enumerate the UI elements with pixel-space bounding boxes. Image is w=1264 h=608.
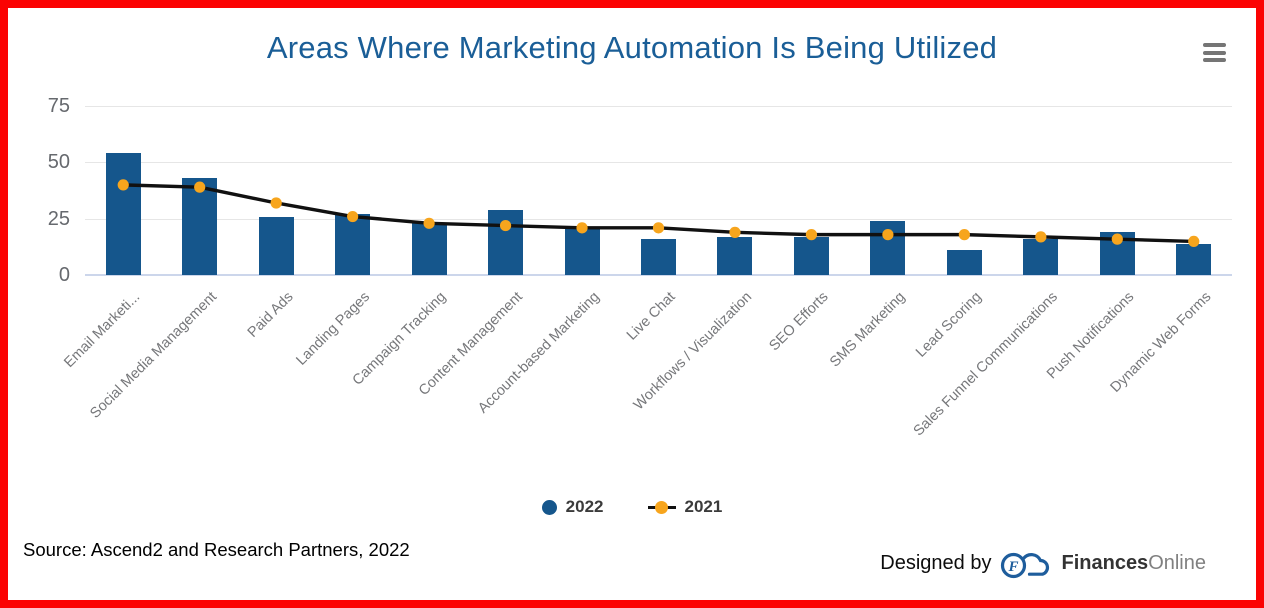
bar-2022[interactable] (641, 239, 676, 276)
legend-swatch-2022 (541, 499, 557, 515)
x-axis-category-label: Landing Pages (293, 289, 373, 369)
x-axis-category-label: Sales Funnel Communications (910, 289, 1062, 440)
y-axis-tick-label: 25 (47, 207, 70, 230)
source-note: Source: Ascend2 and Research Partners, 2… (23, 539, 410, 560)
data-point-2021[interactable] (805, 229, 818, 241)
y-axis-tick-label: 75 (47, 94, 70, 117)
bar-2022[interactable] (946, 250, 982, 276)
data-point-2021[interactable] (1111, 233, 1123, 245)
bar-2022[interactable] (564, 227, 600, 276)
data-point-2021[interactable] (499, 219, 512, 232)
data-point-2021[interactable] (347, 210, 359, 223)
bar-2022[interactable] (488, 209, 524, 276)
bar-2022[interactable] (1023, 239, 1059, 276)
designed-by-credit[interactable]: Designed by F FinancesOnline (880, 546, 1206, 581)
data-point-2021[interactable] (958, 229, 970, 241)
bar-2022[interactable] (105, 153, 141, 276)
y-gridline (85, 105, 1232, 107)
x-axis-category-label: Social Media Management (87, 289, 221, 422)
svg-text:F: F (1008, 559, 1019, 575)
legend: 2022 2021 (8, 497, 1256, 517)
legend-swatch-2021 (647, 500, 676, 515)
legend-item-2022[interactable]: 2022 (541, 497, 604, 517)
x-axis-category-label: Live Chat (624, 289, 679, 344)
brand-name: FinancesOnline (1061, 552, 1206, 574)
legend-label-2021: 2021 (684, 497, 723, 516)
hamburger-menu-icon[interactable] (1203, 43, 1226, 62)
data-point-2021[interactable] (882, 229, 894, 241)
data-point-2021[interactable] (1188, 235, 1200, 247)
y-axis-tick-label: 0 (58, 264, 70, 287)
y-gridline (85, 218, 1232, 220)
bar-2022[interactable] (258, 216, 294, 276)
x-axis-line (85, 274, 1232, 277)
y-gridline (85, 162, 1232, 164)
bar-2022[interactable] (793, 236, 829, 276)
x-axis-category-label: SMS Marketing (826, 289, 909, 371)
financesonline-cloud-logo-icon: F (1001, 552, 1050, 579)
y-axis-tick-label: 50 (47, 151, 70, 174)
bar-2022[interactable] (1176, 243, 1212, 276)
data-point-2021[interactable] (194, 181, 206, 193)
data-point-2021[interactable] (652, 222, 665, 234)
bar-2022[interactable] (717, 236, 753, 276)
designed-by-label: Designed by (880, 552, 992, 574)
x-axis-category-label: Paid Ads (244, 289, 297, 341)
legend-item-2021[interactable]: 2021 (647, 497, 723, 517)
x-axis-category-label: SEO Efforts (766, 289, 832, 355)
bar-2022[interactable] (335, 214, 371, 276)
data-point-2021[interactable] (1035, 231, 1047, 243)
x-axis-category-label: Email Marketi... (61, 289, 144, 371)
data-point-2021[interactable] (576, 222, 588, 234)
x-axis-category-label: Lead Scoring (912, 289, 985, 361)
chart-title: Areas Where Marketing Automation Is Bein… (266, 30, 998, 65)
data-point-2021[interactable] (729, 226, 741, 238)
data-point-2021[interactable] (270, 197, 282, 209)
bar-2022[interactable] (411, 223, 447, 276)
data-point-2021[interactable] (117, 179, 129, 191)
legend-label-2022: 2022 (565, 497, 604, 516)
data-point-2021[interactable] (423, 217, 435, 229)
